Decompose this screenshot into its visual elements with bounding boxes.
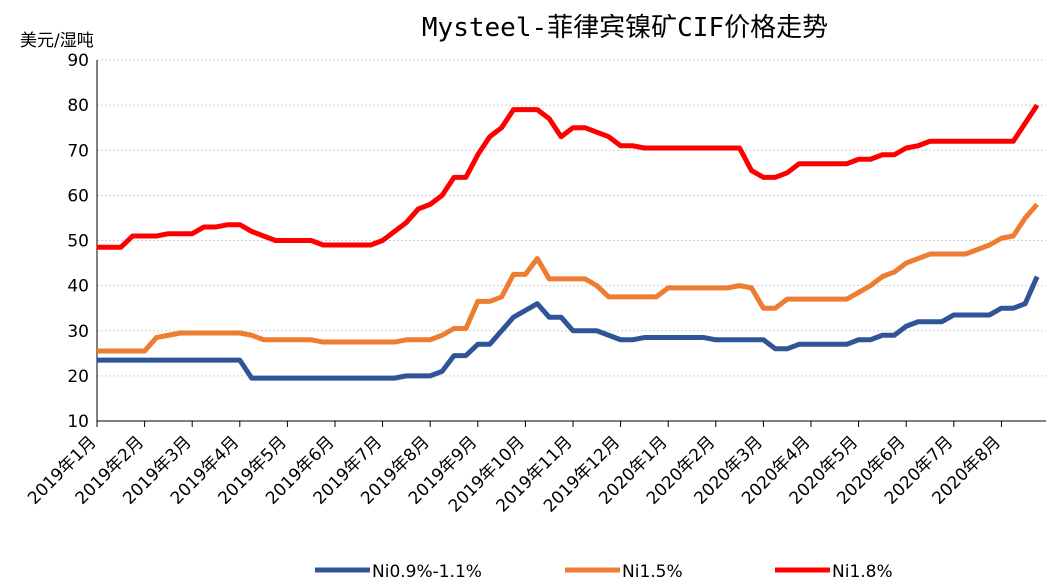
y-tick-label: 10 [67, 412, 89, 432]
legend-label: Ni0.9%-1.1% [372, 562, 482, 581]
y-tick-label: 30 [67, 322, 89, 342]
y-tick-label: 70 [67, 141, 89, 161]
legend-label: Ni1.5% [622, 562, 683, 581]
line-series [97, 202, 1039, 354]
y-tick-label: 60 [67, 186, 89, 206]
y-tick-label: 50 [67, 232, 89, 252]
line-series [97, 103, 1040, 250]
y-axis-label: 美元/湿吨 [20, 31, 94, 51]
legend-label: Ni1.8% [832, 562, 893, 581]
y-tick-label: 90 [67, 51, 89, 71]
y-tick-label: 40 [67, 277, 89, 297]
chart-title: Mysteel-菲律宾镍矿CIF价格走势 [422, 13, 828, 43]
y-tick-label: 80 [67, 96, 89, 116]
y-tick-label: 20 [67, 367, 89, 387]
line-series [97, 275, 1040, 381]
